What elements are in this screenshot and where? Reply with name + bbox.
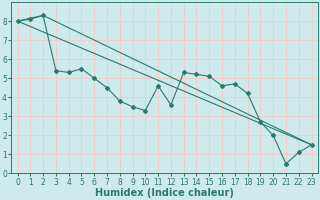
- X-axis label: Humidex (Indice chaleur): Humidex (Indice chaleur): [95, 188, 234, 198]
